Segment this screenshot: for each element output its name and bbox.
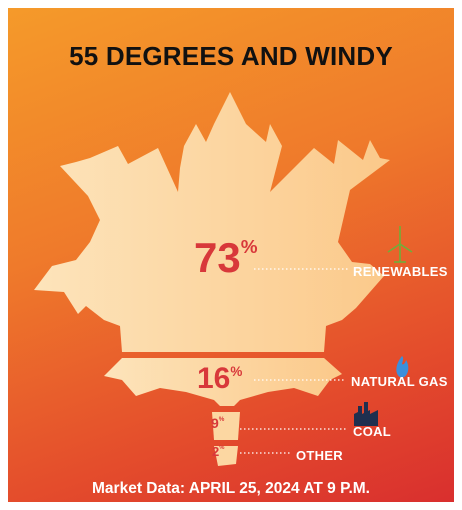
leaf-segment-natural-gas xyxy=(104,358,342,406)
label-renewables: RENEWABLES xyxy=(353,264,448,279)
flame-icon xyxy=(396,356,409,378)
label-coal: COAL xyxy=(353,424,392,439)
label-natural-gas: NATURAL GAS xyxy=(351,374,448,389)
wind-turbine-icon xyxy=(387,226,413,263)
factory-icon xyxy=(354,402,378,426)
leaf-segment-other xyxy=(214,446,238,466)
label-other: OTHER xyxy=(296,448,343,463)
leaf-segment-coal xyxy=(212,412,240,440)
percent-natural-gas: 16% xyxy=(197,362,243,395)
percent-coal: 9% xyxy=(211,415,225,431)
chart-title: 55 DEGREES AND WINDY xyxy=(69,41,393,71)
percent-other: 2% xyxy=(212,444,225,459)
infographic-card: 55 DEGREES AND WINDY xyxy=(8,8,454,502)
leaf-chart xyxy=(34,92,413,466)
market-data-footer: Market Data: APRIL 25, 2024 AT 9 P.M. xyxy=(92,480,370,497)
leaf-segment-renewables xyxy=(34,92,390,352)
percent-renewables: 73% xyxy=(194,234,258,281)
